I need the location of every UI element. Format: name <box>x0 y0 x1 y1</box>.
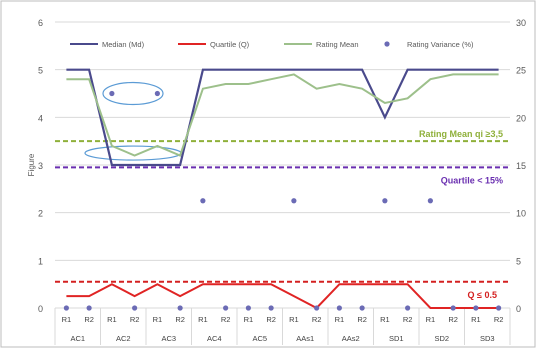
x-round-label: R1 <box>289 315 299 324</box>
y-left-tick-label: 0 <box>38 304 43 314</box>
x-round-label: R2 <box>494 315 504 324</box>
y-right-tick-label: 25 <box>516 66 526 76</box>
legend-label: Rating Variance (%) <box>407 40 474 49</box>
x-round-label: R2 <box>266 315 276 324</box>
variance-point <box>427 198 433 204</box>
x-round-label: R1 <box>471 315 481 324</box>
y-left-tick-label: 1 <box>38 256 43 266</box>
y-right-tick-label: 30 <box>516 18 526 28</box>
series-line-median-md- <box>66 68 499 167</box>
variance-point <box>314 305 320 311</box>
variance-point <box>359 305 365 311</box>
variance-point <box>405 305 411 311</box>
legend-label: Quartile (Q) <box>210 40 250 49</box>
threshold-label: Quartile < 15% <box>441 175 503 185</box>
x-round-label: R2 <box>357 315 367 324</box>
variance-point <box>223 305 229 311</box>
x-round-label: R2 <box>448 315 458 324</box>
legend-label: Rating Mean <box>316 40 359 49</box>
variance-point <box>382 198 388 204</box>
y-right-tick-label: 15 <box>516 161 526 171</box>
y-left-tick-label: 2 <box>38 209 43 219</box>
variance-point <box>177 305 183 311</box>
variance-point <box>86 305 92 311</box>
x-group-label: AC3 <box>161 334 176 343</box>
series-line-quartile-q- <box>66 283 499 310</box>
y-right-tick-label: 10 <box>516 209 526 219</box>
highlight-ellipse <box>102 81 164 106</box>
x-round-label: R1 <box>335 315 345 324</box>
variance-point <box>63 305 69 311</box>
y-left-tick-label: 5 <box>38 66 43 76</box>
x-round-label: R2 <box>403 315 413 324</box>
x-group-label: AC4 <box>207 334 222 343</box>
x-group-label: AC2 <box>116 334 131 343</box>
y-right-tick-label: 5 <box>516 256 521 266</box>
x-group-label: AC1 <box>70 334 85 343</box>
y-left-tick-label: 4 <box>38 113 43 123</box>
variance-point <box>473 305 479 311</box>
y-right-tick-label: 20 <box>516 113 526 123</box>
variance-point <box>132 305 138 311</box>
variance-point <box>336 305 342 311</box>
series-line-rating-mean <box>66 73 499 157</box>
x-group-label: SD1 <box>389 334 404 343</box>
x-group-label: AAs2 <box>342 334 360 343</box>
x-group-label: SD2 <box>434 334 449 343</box>
x-round-label: R1 <box>198 315 208 324</box>
x-round-label: R1 <box>426 315 436 324</box>
variance-point <box>450 305 456 311</box>
x-round-label: R1 <box>380 315 390 324</box>
x-round-label: R2 <box>175 315 185 324</box>
legend-label: Median (Md) <box>102 40 145 49</box>
y-axis-label: Figure <box>27 153 36 176</box>
threshold-label: Rating Mean qi ≥3,5 <box>419 129 503 139</box>
highlight-ellipse <box>84 145 182 161</box>
x-group-label: AAs1 <box>296 334 314 343</box>
variance-point <box>268 305 274 311</box>
x-round-label: R1 <box>153 315 163 324</box>
x-group-label: SD3 <box>480 334 495 343</box>
x-group-label: AC5 <box>252 334 267 343</box>
legend-marker <box>384 41 390 47</box>
variance-point <box>291 198 297 204</box>
y-left-tick-label: 3 <box>38 161 43 171</box>
variance-point <box>245 305 251 311</box>
variance-point <box>154 90 160 97</box>
y-right-tick-label: 0 <box>516 304 521 314</box>
variance-point <box>200 198 206 204</box>
variance-point <box>496 305 502 311</box>
x-round-label: R1 <box>244 315 254 324</box>
x-round-label: R1 <box>62 315 72 324</box>
x-round-label: R2 <box>130 315 140 324</box>
threshold-label: Q ≤ 0.5 <box>468 290 497 300</box>
x-round-label: R1 <box>107 315 117 324</box>
y-left-tick-label: 6 <box>38 18 43 28</box>
x-round-label: R2 <box>221 315 231 324</box>
x-round-label: R2 <box>312 315 322 324</box>
variance-point <box>109 90 115 97</box>
x-round-label: R2 <box>84 315 94 324</box>
